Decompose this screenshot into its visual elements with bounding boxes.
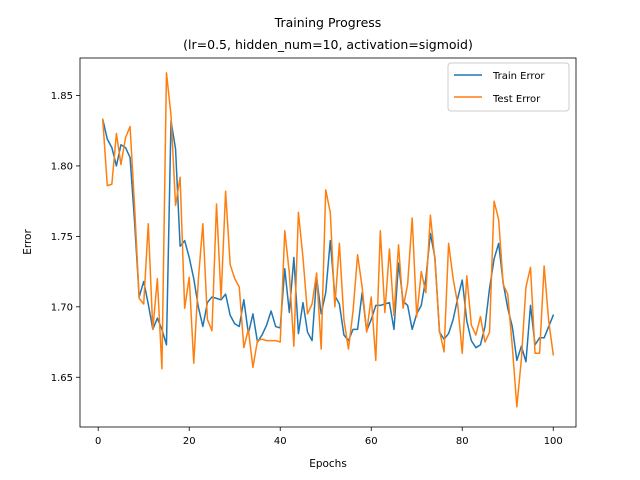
plot-frame: [79, 57, 577, 428]
y-tick-label: 1.65: [51, 373, 73, 384]
y-axis: 1.65 1.70 1.75 1.80 1.85: [51, 91, 80, 384]
series-layer: [101, 72, 555, 408]
x-tick-label: 80: [456, 436, 469, 447]
y-tick-label: 1.75: [51, 232, 73, 243]
x-tick-label: 40: [274, 436, 287, 447]
y-tick-label: 1.85: [51, 91, 73, 102]
chart-subtitle: (lr=0.5, hidden_num=10, activation=sigmo…: [183, 37, 473, 52]
x-axis: 0 20 40 60 80 100: [95, 427, 563, 447]
chart-title: Training Progress: [274, 15, 382, 30]
y-axis-label: Error: [22, 229, 34, 255]
y-tick-label: 1.70: [51, 302, 73, 313]
y-tick-label: 1.80: [51, 162, 73, 173]
legend: Train Error Test Error: [447, 62, 570, 112]
legend-label-train-error: Train Error: [492, 71, 545, 82]
series-line-train-error: [101, 118, 555, 363]
x-tick-label: 0: [95, 436, 101, 447]
x-axis-label: Epochs: [309, 458, 347, 470]
legend-label-test-error: Test Error: [492, 94, 541, 105]
plot-area: [80, 58, 576, 427]
x-tick-label: 20: [183, 436, 196, 447]
plot-background: [80, 58, 576, 427]
x-tick-label: 60: [365, 436, 378, 447]
series-line-test-error: [101, 72, 555, 408]
x-tick-label: 100: [544, 436, 563, 447]
